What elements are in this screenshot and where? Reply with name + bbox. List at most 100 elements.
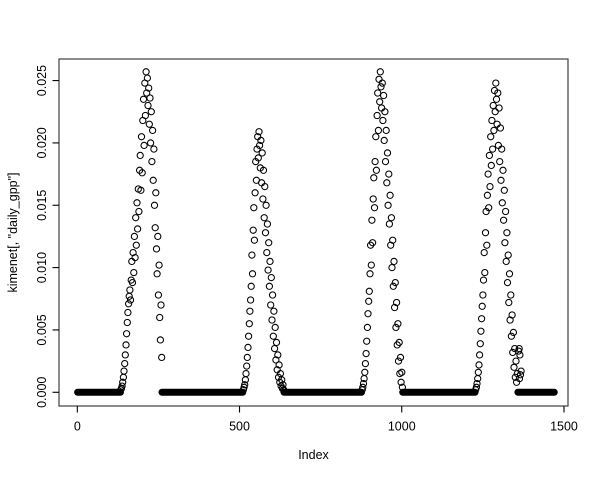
data-point bbox=[495, 104, 503, 112]
data-point bbox=[132, 214, 140, 222]
data-point bbox=[243, 362, 251, 370]
data-point bbox=[267, 273, 275, 282]
data-point bbox=[156, 313, 164, 322]
data-point bbox=[492, 79, 500, 87]
data-point bbox=[500, 186, 508, 194]
data-point bbox=[382, 126, 390, 135]
data-point bbox=[124, 300, 133, 308]
data-point bbox=[144, 101, 152, 110]
data-point bbox=[243, 353, 251, 362]
data-point bbox=[475, 361, 483, 369]
data-point bbox=[123, 318, 131, 327]
data-point bbox=[268, 316, 276, 324]
y-tick-label: 0.010 bbox=[35, 252, 49, 283]
data-point bbox=[373, 111, 381, 120]
data-point bbox=[478, 302, 486, 310]
data-point bbox=[125, 292, 133, 300]
data-point bbox=[377, 83, 385, 91]
data-point bbox=[475, 351, 484, 359]
data-point bbox=[142, 68, 150, 76]
data-point bbox=[149, 176, 157, 184]
data-point bbox=[260, 214, 268, 222]
data-point bbox=[361, 359, 370, 368]
data-point bbox=[140, 141, 148, 150]
data-point bbox=[264, 266, 272, 274]
data-point bbox=[512, 357, 520, 365]
data-point bbox=[486, 182, 494, 191]
data-point bbox=[377, 104, 386, 112]
data-point bbox=[488, 145, 497, 153]
data-point bbox=[381, 157, 390, 166]
data-point bbox=[392, 298, 401, 307]
data-point bbox=[371, 157, 379, 166]
x-tick-label: 1500 bbox=[550, 420, 578, 434]
data-point bbox=[365, 287, 373, 295]
data-point bbox=[372, 133, 380, 141]
data-point bbox=[515, 374, 524, 383]
data-point bbox=[396, 353, 405, 362]
x-tick-label: 1000 bbox=[388, 420, 416, 434]
data-point bbox=[145, 120, 153, 128]
data-point bbox=[499, 166, 507, 174]
data-point bbox=[496, 157, 504, 166]
data-point bbox=[146, 94, 154, 102]
data-point bbox=[255, 141, 264, 150]
data-point bbox=[390, 257, 398, 266]
data-point bbox=[370, 174, 378, 182]
data-point bbox=[262, 201, 270, 209]
data-point bbox=[378, 79, 386, 87]
data-point bbox=[131, 253, 139, 262]
data-point bbox=[364, 310, 372, 318]
data-point bbox=[272, 356, 280, 364]
data-point bbox=[509, 328, 518, 337]
data-point bbox=[259, 166, 268, 174]
data-point bbox=[379, 116, 387, 125]
data-point bbox=[143, 89, 151, 97]
data-point bbox=[155, 261, 163, 269]
data-point bbox=[496, 124, 505, 132]
data-point bbox=[485, 151, 494, 160]
data-point bbox=[141, 111, 150, 120]
data-point bbox=[246, 296, 255, 304]
data-point bbox=[372, 166, 381, 174]
data-point bbox=[145, 84, 153, 92]
data-point bbox=[119, 378, 127, 386]
data-point bbox=[505, 298, 513, 307]
data-point bbox=[246, 307, 254, 315]
data-point bbox=[359, 379, 368, 388]
data-point bbox=[479, 276, 488, 284]
data-point bbox=[259, 195, 267, 203]
data-point bbox=[379, 91, 388, 100]
data-point bbox=[381, 108, 389, 116]
data-point bbox=[492, 95, 501, 103]
data-point bbox=[128, 257, 136, 266]
data-point bbox=[147, 108, 155, 116]
data-point bbox=[133, 225, 142, 233]
data-point bbox=[490, 126, 498, 135]
data-point bbox=[497, 176, 505, 184]
data-point bbox=[502, 257, 510, 266]
data-point bbox=[498, 199, 506, 207]
data-point bbox=[158, 353, 166, 362]
data-point bbox=[280, 386, 288, 394]
data-point bbox=[247, 282, 255, 290]
data-point bbox=[398, 383, 407, 391]
data-point bbox=[511, 344, 519, 353]
data-point bbox=[248, 251, 256, 259]
data-point bbox=[504, 251, 512, 259]
data-point bbox=[368, 216, 376, 224]
data-point bbox=[477, 327, 485, 335]
data-point bbox=[128, 278, 137, 287]
x-tick-label: 500 bbox=[229, 420, 250, 434]
data-point bbox=[362, 349, 370, 358]
data-point bbox=[150, 201, 159, 209]
data-point bbox=[391, 278, 399, 287]
data-point bbox=[363, 337, 371, 345]
data-point bbox=[118, 382, 126, 390]
data-point bbox=[498, 145, 506, 153]
data-point bbox=[137, 186, 145, 194]
data-point bbox=[251, 189, 259, 197]
data-point bbox=[376, 68, 384, 76]
data-point bbox=[137, 133, 146, 141]
data-point bbox=[491, 108, 499, 116]
